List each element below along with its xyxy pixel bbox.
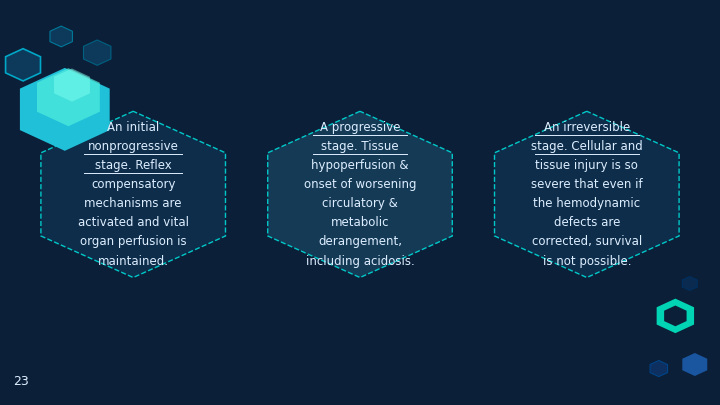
Polygon shape [683, 277, 697, 290]
Polygon shape [20, 68, 109, 151]
Text: stage. Cellular and: stage. Cellular and [531, 140, 643, 153]
Text: onset of worsening: onset of worsening [304, 178, 416, 192]
Polygon shape [41, 111, 225, 277]
Text: mechanisms are: mechanisms are [84, 197, 182, 211]
Text: An irreversible: An irreversible [544, 121, 630, 134]
Polygon shape [54, 68, 90, 102]
Text: stage. Tissue: stage. Tissue [321, 140, 399, 153]
Text: hypoperfusion &: hypoperfusion & [311, 159, 409, 173]
Text: metabolic: metabolic [330, 216, 390, 230]
Text: defects are: defects are [554, 216, 620, 230]
Text: compensatory: compensatory [91, 178, 176, 192]
Polygon shape [650, 360, 667, 377]
Text: stage. Reflex: stage. Reflex [95, 159, 171, 173]
Polygon shape [268, 111, 452, 277]
Polygon shape [84, 40, 111, 65]
Polygon shape [6, 49, 40, 81]
Text: 23: 23 [13, 375, 29, 388]
Polygon shape [665, 307, 685, 325]
Text: circulatory &: circulatory & [322, 197, 398, 211]
Text: maintained.: maintained. [98, 254, 168, 268]
Polygon shape [32, 92, 52, 111]
Polygon shape [50, 26, 73, 47]
Text: including acidosis.: including acidosis. [305, 254, 415, 268]
Text: activated and vital: activated and vital [78, 216, 189, 230]
Text: the hemodynamic: the hemodynamic [534, 197, 640, 211]
Text: derangement,: derangement, [318, 235, 402, 249]
Polygon shape [664, 305, 687, 326]
Text: corrected, survival: corrected, survival [531, 235, 642, 249]
Text: is not possible.: is not possible. [543, 254, 631, 268]
Polygon shape [657, 298, 694, 333]
Text: organ perfusion is: organ perfusion is [80, 235, 186, 249]
Text: severe that even if: severe that even if [531, 178, 643, 192]
Polygon shape [37, 68, 100, 126]
Polygon shape [495, 111, 679, 277]
Text: nonprogressive: nonprogressive [88, 140, 179, 153]
Text: An initial: An initial [107, 121, 159, 134]
Text: A progressive: A progressive [320, 121, 400, 134]
Text: tissue injury is so: tissue injury is so [536, 159, 638, 173]
Polygon shape [683, 353, 707, 376]
